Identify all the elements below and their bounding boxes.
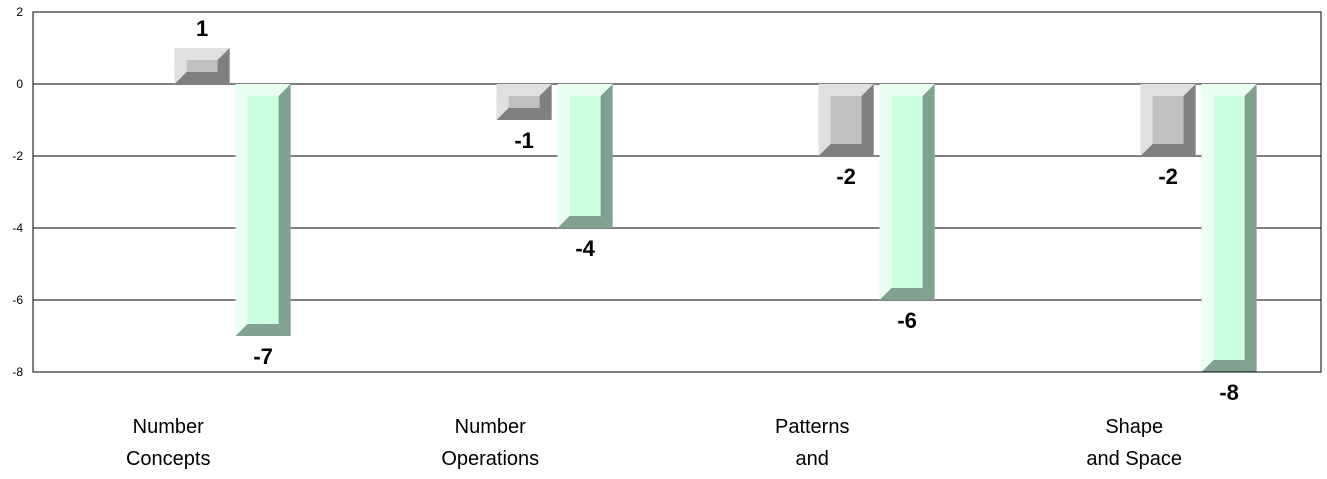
- category-label: Shape: [1105, 416, 1163, 438]
- category-label: and: [796, 448, 829, 470]
- bar-bevel-top: [235, 84, 291, 96]
- bar-bevel-bottom: [496, 108, 552, 120]
- bar-bevel-left: [818, 84, 831, 156]
- bar-bevel-left: [879, 84, 892, 300]
- bar-bevel-bottom: [1201, 360, 1257, 372]
- bar-series-a: [818, 84, 874, 156]
- data-label: -4: [575, 236, 595, 261]
- bar-bevel-right: [600, 84, 613, 228]
- y-tick-label: -8: [12, 365, 23, 379]
- y-tick-label: -4: [12, 221, 23, 235]
- data-labels: 1 -7 -1 -4 -2 -6 -2 -8: [196, 16, 1239, 405]
- category-label: Patterns: [775, 416, 849, 438]
- bar-bevel-right: [922, 84, 935, 300]
- category-labels: Number Concepts Number Operations Patterns an…: [126, 416, 1182, 470]
- bar-bevel-top: [557, 84, 613, 96]
- bar-series-b: [235, 84, 291, 336]
- bar-bevel-bottom: [1140, 144, 1196, 156]
- y-tick-label: 0: [16, 77, 23, 91]
- category-label: and Space: [1086, 448, 1182, 470]
- bar-bevel-top: [879, 84, 935, 96]
- y-tick-label: -6: [12, 293, 23, 307]
- plot-area-frame: [32, 11, 1322, 373]
- category-label: Concepts: [126, 448, 211, 470]
- bar-series-a: [1140, 84, 1196, 156]
- bar-bevel-bottom: [557, 216, 613, 228]
- bar-bevel-left: [1201, 84, 1214, 372]
- bar-series-b: [557, 84, 613, 228]
- bar-bevel-left: [235, 84, 248, 336]
- bar-series-b: [879, 84, 935, 300]
- bar-bevel-bottom: [818, 144, 874, 156]
- category-label: Operations: [441, 448, 539, 470]
- bar-bevel-bottom: [174, 72, 230, 84]
- bar-bevel-right: [1244, 84, 1257, 372]
- data-label: -8: [1219, 380, 1239, 405]
- bar-bevel-top: [1140, 84, 1196, 96]
- data-label: 1: [196, 16, 208, 41]
- bar-bevel-right: [278, 84, 291, 336]
- bar-bevel-left: [557, 84, 570, 228]
- bar-bevel-top: [1201, 84, 1257, 96]
- data-label: -1: [514, 128, 534, 153]
- data-label: -2: [1158, 164, 1178, 189]
- bar-bevel-left: [1140, 84, 1153, 156]
- bar-bevel-right: [1183, 84, 1196, 156]
- bar-bevel-top: [818, 84, 874, 96]
- bar-bevel-bottom: [235, 324, 291, 336]
- bar-series-b: [1201, 84, 1257, 372]
- data-label: -2: [836, 164, 856, 189]
- bar-bevel-top: [174, 48, 230, 60]
- bar-series-a: [174, 48, 230, 84]
- data-label: -6: [897, 308, 917, 333]
- bars: [174, 48, 1257, 372]
- bar-series-a: [496, 84, 552, 120]
- bar-bevel-bottom: [879, 288, 935, 300]
- bar-bevel-right: [861, 84, 874, 156]
- y-tick-label: 2: [16, 5, 23, 19]
- category-label: Number: [133, 416, 204, 438]
- bar-bevel-top: [496, 84, 552, 96]
- y-axis-ticks: 2 0 -2 -4 -6 -8: [12, 5, 23, 379]
- data-label: -7: [253, 344, 273, 369]
- y-tick-label: -2: [12, 149, 23, 163]
- category-label: Number: [455, 416, 526, 438]
